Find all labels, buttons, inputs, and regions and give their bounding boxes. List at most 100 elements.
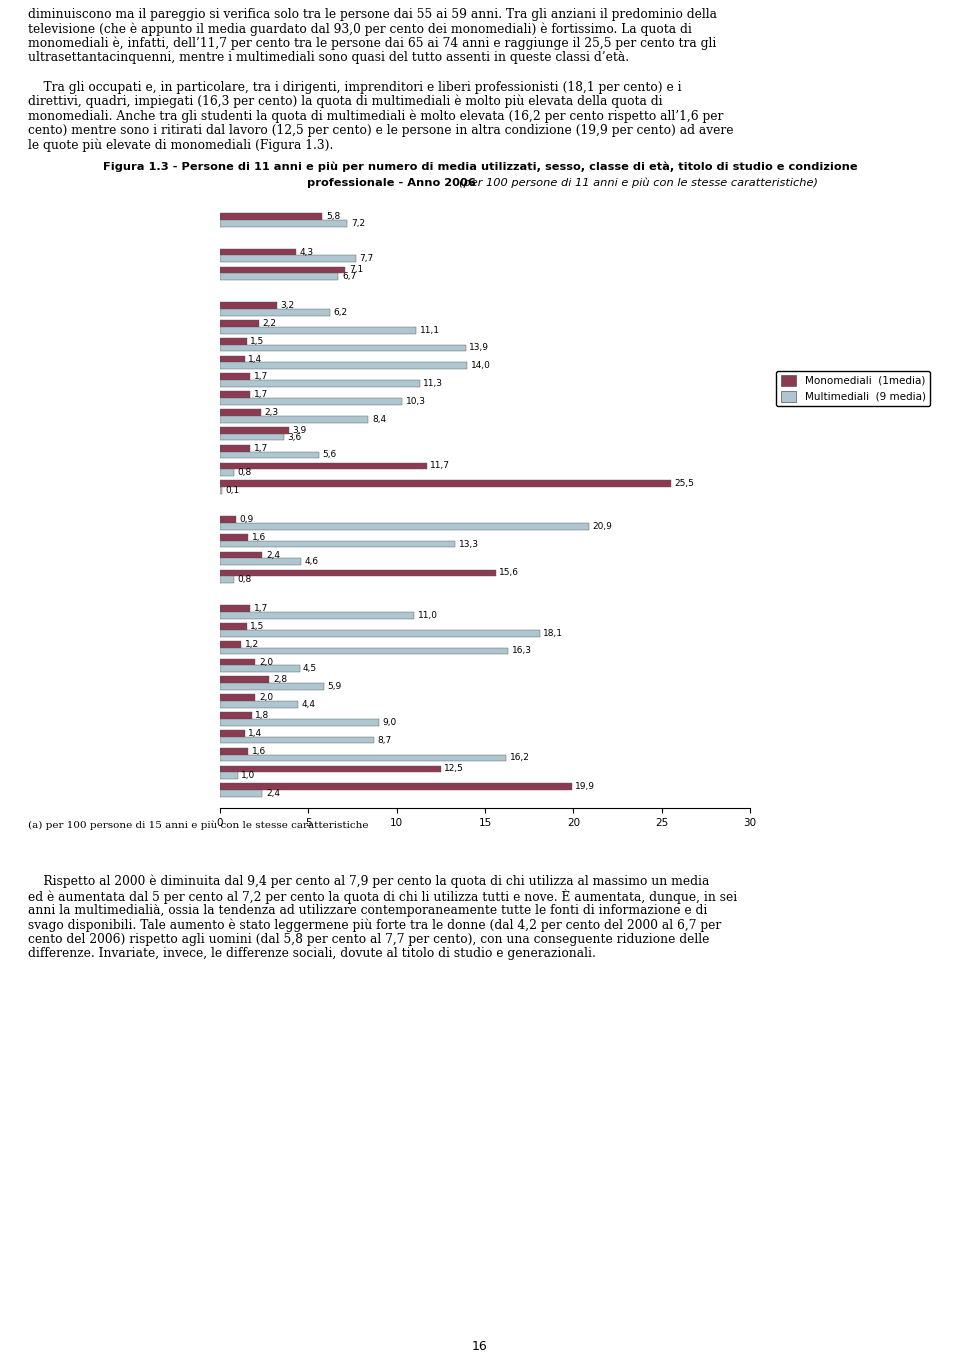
Bar — [220, 320, 259, 326]
Bar — [220, 302, 276, 309]
Text: svago disponibili. Tale aumento è stato leggermene più forte tra le donne (dal 4: svago disponibili. Tale aumento è stato … — [28, 918, 721, 932]
Bar — [220, 737, 373, 744]
Bar — [220, 570, 495, 577]
Text: 1,7: 1,7 — [253, 604, 268, 613]
Text: 10,3: 10,3 — [405, 397, 425, 405]
Text: 1,7: 1,7 — [253, 373, 268, 381]
Bar — [220, 214, 323, 220]
Text: 13,9: 13,9 — [469, 344, 489, 352]
Text: le quote più elevate di monomediali (Figura 1.3).: le quote più elevate di monomediali (Fig… — [28, 139, 333, 152]
Text: 1,2: 1,2 — [245, 639, 259, 649]
Text: 2,0: 2,0 — [259, 657, 273, 666]
Bar — [220, 416, 369, 423]
Bar — [220, 462, 426, 469]
Bar — [220, 766, 441, 772]
Bar — [220, 772, 238, 779]
Text: 16: 16 — [472, 1340, 488, 1353]
Text: 11,1: 11,1 — [420, 325, 440, 335]
Text: 14,0: 14,0 — [470, 362, 491, 370]
Bar — [220, 392, 250, 398]
Bar — [220, 220, 348, 227]
Text: direttivi, quadri, impiegati (16,3 per cento) la quota di multimediali è molto p: direttivi, quadri, impiegati (16,3 per c… — [28, 95, 662, 109]
Bar — [220, 362, 468, 369]
Bar — [220, 783, 571, 790]
Text: 19,9: 19,9 — [575, 782, 595, 792]
Text: 1,7: 1,7 — [253, 390, 268, 400]
Text: (per 100 persone di 11 anni e più con le stesse caratteristiche): (per 100 persone di 11 anni e più con le… — [459, 178, 818, 189]
Text: ultrasettantacinquenni, mentre i multimediali sono quasi del tutto assenti in qu: ultrasettantacinquenni, mentre i multime… — [28, 52, 629, 64]
Text: differenze. Invariate, invece, le differenze sociali, dovute al titolo di studio: differenze. Invariate, invece, le differ… — [28, 948, 596, 960]
Bar — [220, 427, 289, 434]
Bar — [220, 480, 670, 487]
Bar — [220, 434, 283, 441]
Bar — [220, 398, 402, 405]
Bar — [220, 748, 249, 755]
Bar — [220, 676, 270, 683]
Text: 16,2: 16,2 — [510, 753, 530, 763]
Bar — [220, 381, 420, 388]
Text: 13,3: 13,3 — [459, 540, 478, 548]
Text: 15,6: 15,6 — [499, 568, 519, 578]
Text: monomediali è, infatti, dell’11,7 per cento tra le persone dai 65 ai 74 anni e r: monomediali è, infatti, dell’11,7 per ce… — [28, 37, 716, 50]
Bar — [220, 683, 324, 690]
Text: 20,9: 20,9 — [592, 522, 612, 530]
Bar — [220, 612, 415, 619]
Text: 7,7: 7,7 — [360, 254, 373, 264]
Bar — [220, 605, 250, 612]
Text: 4,6: 4,6 — [305, 558, 319, 566]
Bar — [220, 695, 255, 700]
Bar — [220, 577, 234, 583]
Text: ed è aumentata dal 5 per cento al 7,2 per cento la quota di chi li utilizza tutt: ed è aumentata dal 5 per cento al 7,2 pe… — [28, 889, 737, 904]
Text: 3,6: 3,6 — [287, 432, 301, 442]
Text: 9,0: 9,0 — [382, 718, 396, 726]
Text: (a) per 100 persone di 15 anni e più con le stesse caratteristiche: (a) per 100 persone di 15 anni e più con… — [28, 820, 369, 830]
Text: 1,5: 1,5 — [250, 337, 264, 345]
Bar — [220, 355, 245, 362]
Bar — [220, 326, 416, 333]
Bar — [220, 309, 329, 316]
Bar — [220, 522, 589, 529]
Text: 6,2: 6,2 — [333, 307, 348, 317]
Text: 0,8: 0,8 — [238, 575, 252, 585]
Text: cento) mentre sono i ritirati dal lavoro (12,5 per cento) e le persone in altra : cento) mentre sono i ritirati dal lavoro… — [28, 124, 733, 137]
Bar — [220, 541, 455, 548]
Bar — [220, 630, 540, 636]
Text: televisione (che è appunto il media guardato dal 93,0 per cento dei monomediali): televisione (che è appunto il media guar… — [28, 23, 692, 35]
Text: 1,6: 1,6 — [252, 533, 266, 541]
Bar — [220, 445, 250, 452]
Bar — [220, 534, 249, 541]
Text: 1,8: 1,8 — [255, 711, 270, 719]
Bar — [220, 337, 247, 344]
Text: 2,0: 2,0 — [259, 694, 273, 702]
Text: Figura 1.3 - Persone di 11 anni e più per numero di media utilizzati, sesso, cla: Figura 1.3 - Persone di 11 anni e più pe… — [103, 162, 857, 173]
Text: 2,8: 2,8 — [273, 676, 287, 684]
Text: 7,2: 7,2 — [350, 219, 365, 227]
Bar — [220, 409, 260, 416]
Text: 1,5: 1,5 — [250, 622, 264, 631]
Text: professionale - Anno 2006: professionale - Anno 2006 — [307, 178, 480, 188]
Bar — [220, 559, 301, 566]
Bar — [220, 665, 300, 672]
Text: 1,6: 1,6 — [252, 747, 266, 756]
Text: 25,5: 25,5 — [674, 479, 694, 488]
Text: 2,4: 2,4 — [266, 551, 280, 559]
Text: 2,3: 2,3 — [264, 408, 278, 418]
Bar — [220, 623, 247, 630]
Text: 8,7: 8,7 — [377, 736, 392, 744]
Text: 8,4: 8,4 — [372, 415, 386, 424]
Text: anni la multimedialià, ossia la tendenza ad utilizzare contemporaneamente tutte : anni la multimedialià, ossia la tendenza… — [28, 904, 708, 917]
Text: 11,0: 11,0 — [418, 611, 438, 620]
Text: 12,5: 12,5 — [444, 764, 465, 774]
Bar — [220, 469, 234, 476]
Legend: Monomediali  (1media), Multimediali  (9 media): Monomediali (1media), Multimediali (9 me… — [777, 371, 929, 407]
Text: 2,4: 2,4 — [266, 789, 280, 798]
Text: 5,8: 5,8 — [326, 212, 340, 220]
Text: 1,4: 1,4 — [249, 355, 262, 363]
Bar — [220, 344, 466, 351]
Text: 4,5: 4,5 — [303, 664, 317, 673]
Bar — [220, 641, 241, 647]
Text: 0,8: 0,8 — [238, 468, 252, 477]
Bar — [220, 552, 262, 559]
Text: 0,9: 0,9 — [239, 515, 253, 524]
Bar — [220, 487, 222, 494]
